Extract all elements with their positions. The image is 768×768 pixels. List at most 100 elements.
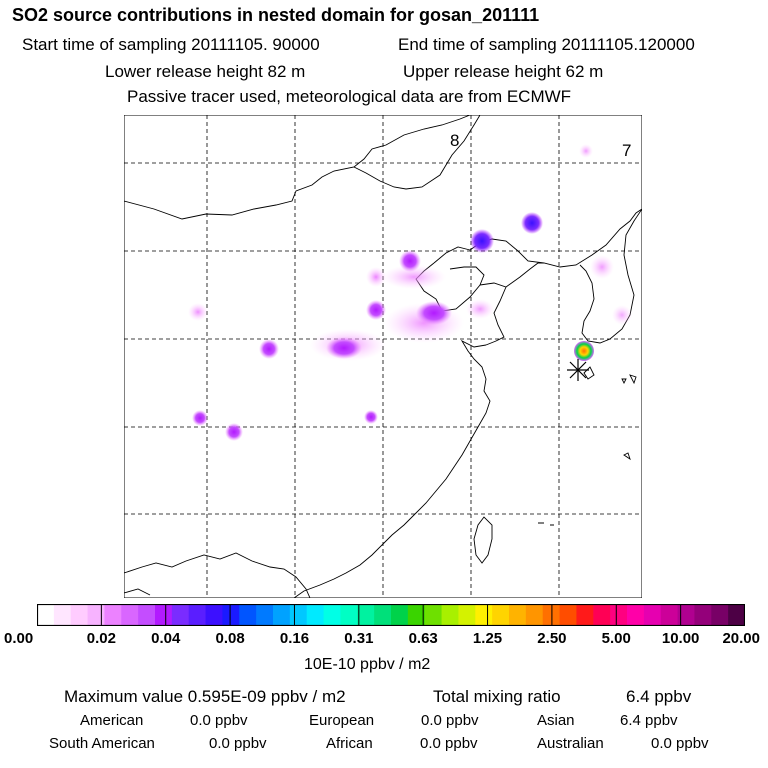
colorbar-cell <box>222 604 240 626</box>
colorbar-cell <box>340 604 358 626</box>
colorbar-cell <box>37 604 55 626</box>
colorbar <box>37 604 745 626</box>
hotspot-sichuan <box>192 410 208 426</box>
plume-hebei-w <box>382 265 446 289</box>
hotspot-beijing-ne <box>521 212 543 234</box>
region-value: 0.0 ppbv <box>209 735 267 752</box>
end-time-label: End time of sampling 20111105.120000 <box>398 35 695 54</box>
info-label: Passive tracer used, meteorological data… <box>127 87 572 106</box>
colorbar-cell <box>475 604 493 626</box>
colorbar-cell <box>374 604 392 626</box>
region-name: American <box>80 712 144 729</box>
colorbar-cell <box>155 604 173 626</box>
hotspot-hebei <box>399 250 421 272</box>
colorbar-tick-label: 0.63 <box>408 630 438 647</box>
colorbar-frame <box>37 604 745 626</box>
colorbar-cell <box>391 604 409 626</box>
plume-north <box>579 144 593 158</box>
plume-shandong-e <box>466 299 494 319</box>
coastlines <box>124 115 642 598</box>
colorbar-cell <box>323 604 342 626</box>
colorbar-cell <box>441 604 460 626</box>
hotspot-shaanxi <box>259 339 279 359</box>
colorbar-cells <box>37 604 745 626</box>
map-label-7: 7 <box>622 141 631 160</box>
map-label-8: 8 <box>450 131 459 150</box>
colorbar-tick-label: 20.00 <box>722 630 760 647</box>
colorbar-cell <box>458 604 476 626</box>
start-time-label: Start time of sampling 20111105. 90000 <box>22 35 320 54</box>
colorbar-cell <box>610 604 628 626</box>
plume-layer <box>188 144 632 441</box>
colorbar-tick-label: 2.50 <box>537 630 567 647</box>
hotspot-sichuan-e <box>225 423 243 441</box>
region-name: South American <box>49 735 155 752</box>
colorbar-tick-label: 10.00 <box>661 630 700 647</box>
colorbar-cell <box>728 604 745 626</box>
colorbar-tick-label: 5.00 <box>601 630 631 647</box>
colorbar-cell <box>559 604 578 626</box>
colorbar-cell <box>171 604 190 626</box>
asterisk-icon <box>567 359 589 381</box>
plume-korea-ne <box>590 255 614 279</box>
hotspot-beijing <box>470 229 494 253</box>
plume-korea-s <box>612 305 632 325</box>
page-title: SO2 source contributions in nested domai… <box>12 5 540 25</box>
colorbar-tick-label: 0.16 <box>279 630 310 647</box>
hotspot-shanxi <box>366 300 386 320</box>
colorbar-cell <box>643 604 662 626</box>
region-value: 6.4 ppbv <box>620 712 678 729</box>
colorbar-cell <box>509 604 527 626</box>
region-name: European <box>309 712 375 729</box>
colorbar-cell <box>138 604 156 626</box>
colorbar-cell <box>87 604 106 626</box>
colorbar-cell <box>273 604 291 626</box>
total-mixing-value: 6.4 ppbv <box>626 687 692 706</box>
colorbar-unit: 10E-10 ppbv / m2 <box>304 656 431 673</box>
colorbar-cell <box>677 604 696 626</box>
hotspot-hubei <box>364 410 378 424</box>
colorbar-cell <box>121 604 139 626</box>
colorbar-cell <box>424 604 443 626</box>
colorbar-tick-label: 0.08 <box>215 630 245 647</box>
colorbar-tick-label: 0.04 <box>151 630 181 647</box>
region-name: Australian <box>537 735 604 752</box>
region-name: Asian <box>537 712 575 729</box>
colorbar-cell <box>289 604 308 626</box>
colorbar-cell <box>593 604 611 626</box>
lower-height-label: Lower release height 82 m <box>105 62 306 81</box>
colorbar-cell <box>660 604 679 626</box>
plume-west <box>188 303 208 321</box>
region-name: African <box>326 735 373 752</box>
max-value-label: Maximum value 0.595E-09 ppbv / m2 <box>64 687 346 706</box>
colorbar-cell <box>70 604 89 626</box>
region-value: 0.0 ppbv <box>651 735 709 752</box>
colorbar-cell <box>492 604 510 626</box>
hotspot-shandong <box>416 301 452 325</box>
region-value: 0.0 ppbv <box>421 712 479 729</box>
upper-height-label: Upper release height 62 m <box>403 62 604 81</box>
colorbar-cell <box>256 604 274 626</box>
region-value: 0.0 ppbv <box>420 735 478 752</box>
colorbar-cell <box>357 604 375 626</box>
colorbar-cell <box>104 604 122 626</box>
colorbar-cell <box>407 604 426 626</box>
colorbar-tick-label: 0.00 <box>4 630 34 647</box>
colorbar-cell <box>711 604 729 626</box>
colorbar-cell <box>525 604 544 626</box>
colorbar-tick-label: 1.25 <box>472 630 503 647</box>
colorbar-cell <box>627 604 645 626</box>
map-panel: 8 7 <box>124 115 642 598</box>
colorbar-cell <box>576 604 594 626</box>
colorbar-cell <box>205 604 224 626</box>
colorbar-tick-label: 0.31 <box>344 630 374 647</box>
colorbar-cell <box>188 604 207 626</box>
colorbar-cell <box>239 604 257 626</box>
region-value: 0.0 ppbv <box>190 712 248 729</box>
hotspot-henan <box>326 337 362 359</box>
colorbar-tick-label: 0.02 <box>86 630 116 647</box>
hotspot-hebei-s <box>366 267 386 287</box>
hotspot-gosan <box>574 341 594 361</box>
colorbar-separators <box>100 604 682 626</box>
colorbar-cell <box>53 604 72 626</box>
